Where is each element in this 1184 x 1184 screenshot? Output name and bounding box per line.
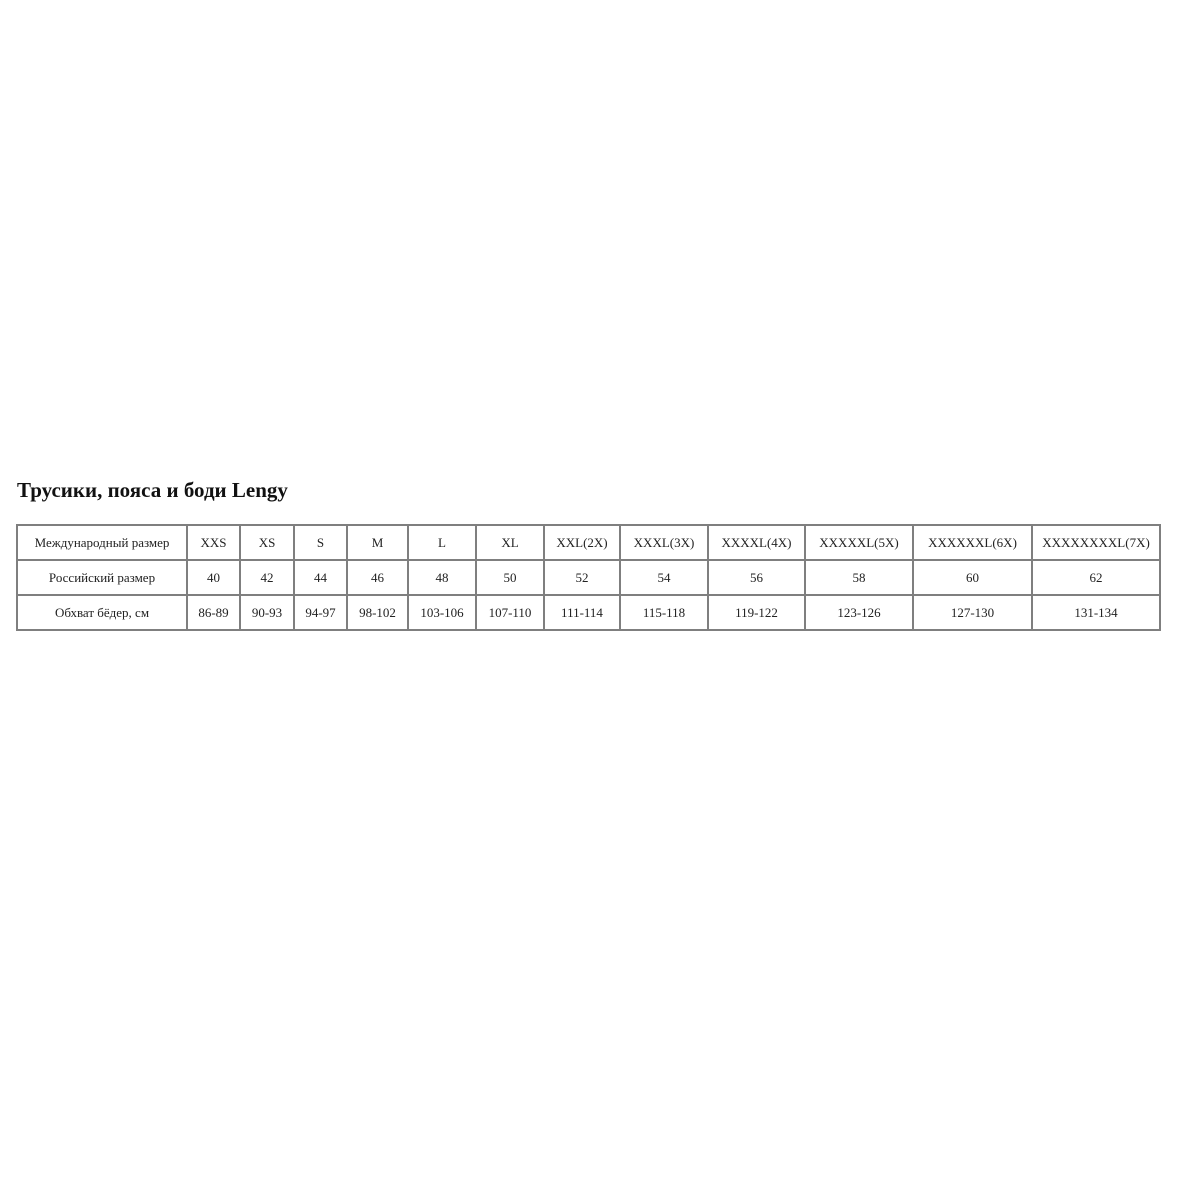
table-cell: 56 xyxy=(707,559,806,596)
table-cell: 127-130 xyxy=(912,594,1033,631)
table-cell: 119-122 xyxy=(707,594,806,631)
row-russian-size: Российский размер 40 42 44 46 48 50 52 54 56 58 60 6… xyxy=(16,559,1161,596)
table-cell: 54 xyxy=(619,559,709,596)
table-cell: 131-134 xyxy=(1031,594,1161,631)
table-cell: 90-93 xyxy=(239,594,295,631)
table-cell: 42 xyxy=(239,559,295,596)
table-cell: XXXXL(4X) xyxy=(707,524,806,561)
table-cell: XS xyxy=(239,524,295,561)
table-cell: 86-89 xyxy=(186,594,241,631)
row-header-cell: Обхват бёдер, см xyxy=(16,594,188,631)
row-hip-girth: Обхват бёдер, см 86-89 90-93 94-97 98-102 103… xyxy=(16,594,1161,631)
table-cell: 50 xyxy=(475,559,545,596)
table-cell: 44 xyxy=(293,559,348,596)
table-cell: 107-110 xyxy=(475,594,545,631)
table-cell: 62 xyxy=(1031,559,1161,596)
table-cell: XXXL(3X) xyxy=(619,524,709,561)
table-cell: 46 xyxy=(346,559,409,596)
table-cell: 115-118 xyxy=(619,594,709,631)
table-cell: 98-102 xyxy=(346,594,409,631)
table-cell: 58 xyxy=(804,559,914,596)
table-cell: XXXXXXL(6X) xyxy=(912,524,1033,561)
table-cell: 123-126 xyxy=(804,594,914,631)
page-title: Трусики, пояса и боди Lengy xyxy=(17,478,288,502)
table-cell: L xyxy=(407,524,477,561)
table-cell: XXS xyxy=(186,524,241,561)
table-cell: 48 xyxy=(407,559,477,596)
table-cell: 111-114 xyxy=(543,594,621,631)
table-cell: 103-106 xyxy=(407,594,477,631)
row-header-cell: Международный размер xyxy=(16,524,188,561)
row-header-cell: Российский размер xyxy=(16,559,188,596)
row-international-size: Международный размер XXS XS S M L XL XXL(2X) XXX… xyxy=(16,524,1161,561)
table-cell: 60 xyxy=(912,559,1033,596)
table-cell: 94-97 xyxy=(293,594,348,631)
table-cell: XXL(2X) xyxy=(543,524,621,561)
size-chart-table: Международный размер XXS XS S M L XL XXL(2X) XXX… xyxy=(16,524,1161,631)
table-cell: XXXXXXXXL(7X) xyxy=(1031,524,1161,561)
table-cell: S xyxy=(293,524,348,561)
table-cell: 40 xyxy=(186,559,241,596)
table-cell: 52 xyxy=(543,559,621,596)
table-cell: XXXXXL(5X) xyxy=(804,524,914,561)
table-cell: M xyxy=(346,524,409,561)
table-cell: XL xyxy=(475,524,545,561)
